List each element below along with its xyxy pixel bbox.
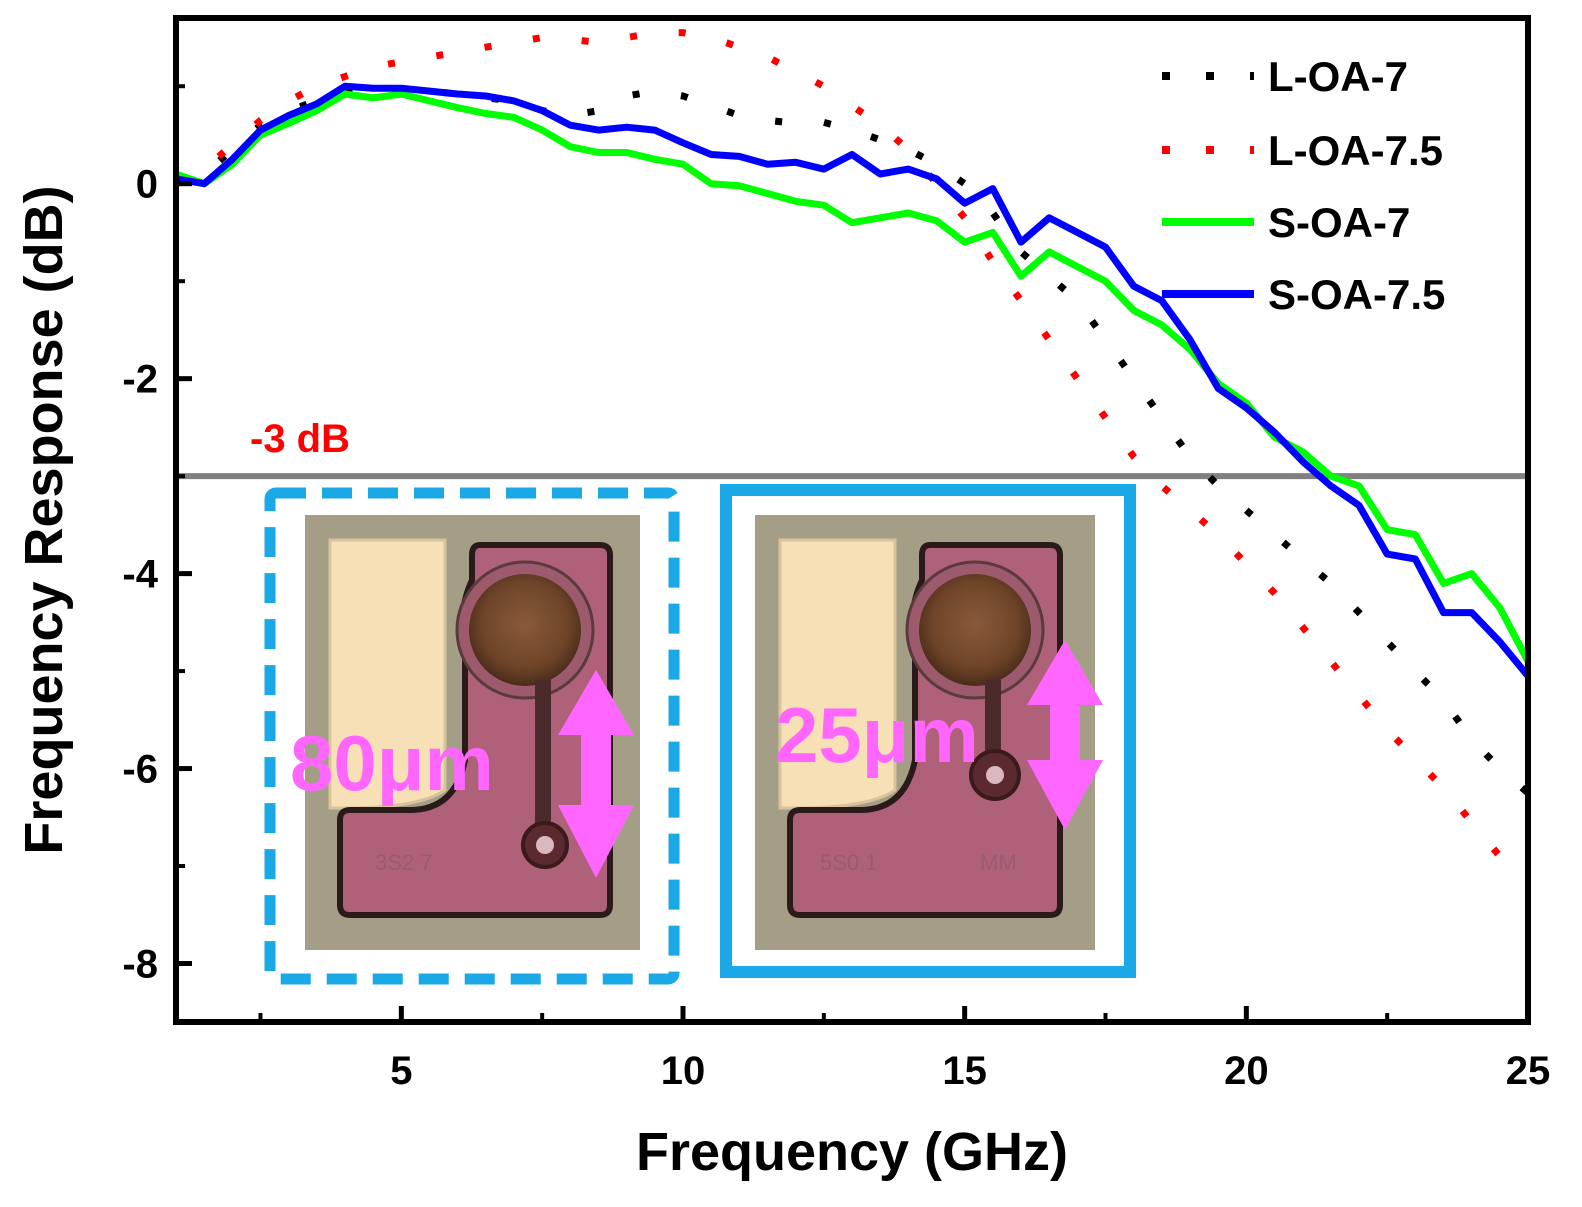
- minus-3db-label: -3 dB: [250, 417, 350, 461]
- x-axis-title: Frequency (GHz): [636, 1122, 1068, 1182]
- y-tick-label: -4: [122, 553, 158, 597]
- axis-ticks: [176, 84, 1531, 1022]
- x-tick-label: 10: [661, 1049, 706, 1093]
- x-tick-label: 20: [1224, 1049, 1269, 1093]
- chip-trace: [535, 680, 551, 840]
- series-s-oa-7-5-line: [176, 82, 1528, 679]
- series-l-oa-7-5-line: [176, 29, 1528, 884]
- x-tick-label: 25: [1506, 1049, 1551, 1093]
- legend-label-s-oa-7: S-OA-7: [1268, 199, 1410, 246]
- series-layer: [176, 29, 1528, 884]
- legend-label-l-oa-7-5: L-OA-7.5: [1268, 127, 1443, 174]
- x-tick-label: 5: [390, 1049, 412, 1093]
- chip-marking-2: MM: [980, 850, 1017, 875]
- x-tick-label: 15: [942, 1049, 987, 1093]
- measure-arrow-icon: [558, 670, 634, 878]
- inset-border-dashed: [264, 487, 680, 985]
- chip-via-center: [986, 766, 1004, 784]
- chip-marking: 5S0 1: [820, 850, 878, 875]
- y-tick-label: 0: [136, 163, 158, 207]
- measure-arrow-icon: [1027, 640, 1103, 830]
- chip-trace: [985, 680, 1001, 760]
- legend-label-l-oa-7: L-OA-7: [1268, 53, 1408, 100]
- inset-chip-25um: 5S0 1 MM 25μm: [720, 484, 1136, 978]
- y-tick-label: -2: [122, 358, 158, 402]
- inset-label-80um: 80μm: [290, 719, 494, 807]
- plot-frame: [173, 15, 1531, 1025]
- axis-tick-labels: 5 10 15 20 25 0 -2 -4 -6 -8: [122, 163, 1550, 1093]
- inset-label-25um: 25μm: [775, 691, 979, 779]
- y-axis-title: Frequency Response (dB): [14, 185, 74, 854]
- chip-contact-dot: [469, 574, 581, 686]
- legend-label-s-oa-7-5: S-OA-7.5: [1268, 271, 1445, 318]
- legend: L-OA-7 L-OA-7.5 S-OA-7 S-OA-7.5: [1162, 53, 1445, 318]
- y-tick-label: -6: [122, 748, 158, 792]
- chip-via-center: [536, 836, 554, 854]
- inset-border-solid: [720, 484, 1136, 978]
- inset-chip-80um: 3S2 7 80μm: [264, 487, 680, 985]
- chip-marking: 3S2 7: [375, 850, 433, 875]
- chip-contact-dot: [919, 574, 1031, 686]
- y-tick-label: -8: [122, 943, 158, 987]
- series-s-oa-7-line: [176, 90, 1528, 663]
